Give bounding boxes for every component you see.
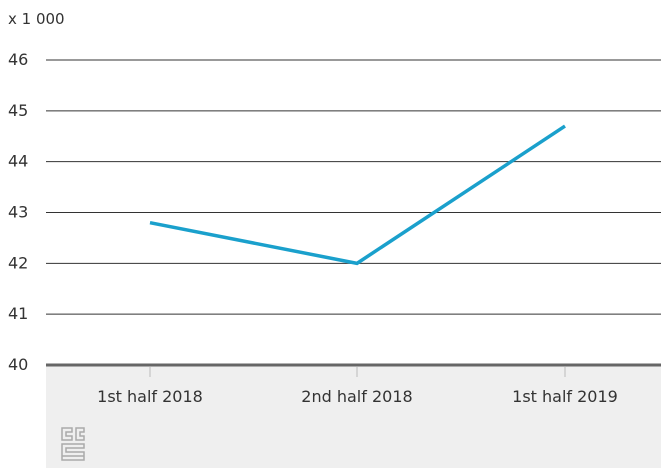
x-tick-label: 2nd half 2018 xyxy=(301,387,412,406)
x-axis-band xyxy=(46,365,661,468)
unit-label: x 1 000 xyxy=(8,10,65,28)
y-tick-label: 41 xyxy=(8,304,28,323)
x-axis-ticks: 1st half 2018 2nd half 2018 1st half 2019 xyxy=(97,367,618,406)
y-tick-label: 43 xyxy=(8,203,28,222)
series-line xyxy=(149,124,566,266)
y-tick-label: 46 xyxy=(8,50,28,69)
x-tick-label: 1st half 2018 xyxy=(97,387,203,406)
y-tick-label: 40 xyxy=(8,355,28,374)
gridlines xyxy=(46,59,661,315)
y-axis-ticks: 40 41 42 43 44 45 46 xyxy=(8,50,28,374)
y-tick-label: 42 xyxy=(8,253,28,272)
series-lines xyxy=(149,124,566,266)
cbs-logo-icon xyxy=(61,427,85,461)
y-tick-label: 44 xyxy=(8,152,28,171)
y-tick-label: 45 xyxy=(8,101,28,120)
x-tick-label: 1st half 2019 xyxy=(512,387,618,406)
